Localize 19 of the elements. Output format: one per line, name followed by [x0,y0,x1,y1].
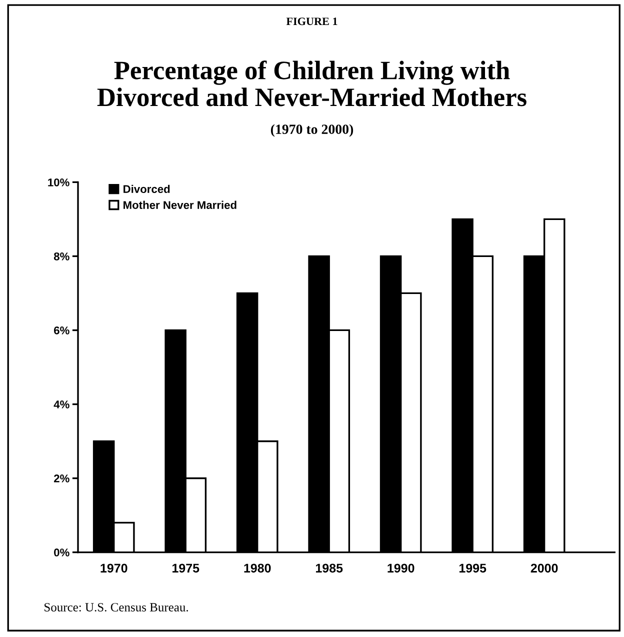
x-tick-label: 1980 [244,564,271,573]
x-tick-label: 1995 [459,564,486,573]
x-tick-label: 2000 [530,564,558,573]
source-note: Source: U.S. Census Bureau. [44,603,188,612]
legend-label: Divorced [124,184,170,193]
x-tick-label: 1985 [316,564,343,573]
y-tick-label: 4% [54,400,70,408]
y-tick-label: 6% [54,326,70,334]
x-tick-label: 1990 [388,564,414,573]
caption: FIGURE 1 [286,18,338,26]
chart-title: Percentage of Children Living with Divorced and Never-Married Mothers [97,60,526,106]
y-tick-label: 10% [48,178,70,186]
x-tick-label: 1975 [172,564,200,573]
legend-label: Mother Never Married [124,200,236,209]
y-tick-label: 0% [54,548,70,556]
chart-subtitle: (1970 to 2000) [270,124,354,137]
y-tick-label: 8% [54,252,70,260]
y-tick-label: 2% [54,474,70,482]
x-tick-label: 1970 [100,564,128,573]
